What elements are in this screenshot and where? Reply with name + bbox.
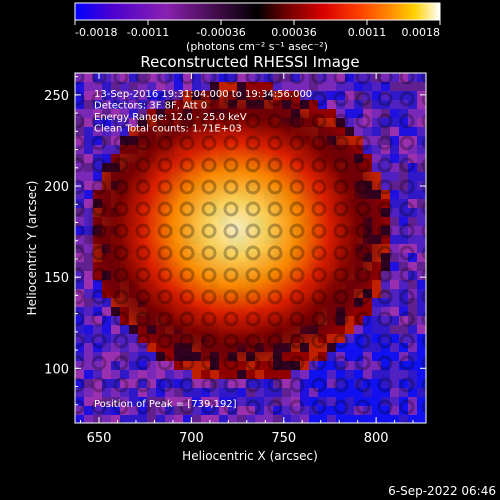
y-tick-label: 100 [44,362,69,377]
x-tick-label: 650 [87,431,112,446]
x-tick-label: 700 [179,431,204,446]
annotation-line: Energy Range: 12.0 - 25.0 keV [94,112,247,123]
x-axis: 650 700 750 800 [80,73,414,446]
colorbar-tick-label: 0.0011 [348,26,387,39]
colorbar-tick-label: -0.0011 [127,26,169,39]
colorbar-unit-label: (photons cm⁻² s⁻¹ asec⁻²) [186,40,328,53]
heatmap-image [75,73,426,423]
x-axis-label: Heliocentric X (arcsec) [182,449,318,463]
heatmap-ring-texture [75,73,426,423]
colorbar-ticks: -0.0018 -0.0011 -0.00036 0.00036 0.0011 0.001… [74,20,441,39]
annotation-block: 13-Sep-2016 19:31:04.000 to 19:34:56.000… [94,89,312,135]
colorbar-gradient [74,2,441,21]
peak-position-label: Position of Peak = [739,192] [94,399,237,410]
x-tick-label: 800 [364,431,389,446]
y-axis-label: Heliocentric Y (arcsec) [25,181,39,316]
annotation-line: Detectors: 3F 8F, Att 0 [94,101,207,112]
y-axis: 100 150 200 250 [44,76,426,406]
plot-frame [74,72,427,424]
colorbar-tick-label: -0.00036 [196,26,245,39]
footer-timestamp: 6-Sep-2022 06:46 [388,484,496,498]
x-tick-label: 750 [271,431,296,446]
colorbar-tick-label: 0.0018 [402,26,441,39]
annotation-line: Clean Total counts: 1.71E+03 [94,124,242,135]
y-tick-label: 250 [44,89,69,104]
y-tick-label: 150 [44,271,69,286]
y-tick-label: 200 [44,180,69,195]
chart-title: Reconstructed RHESSI Image [140,53,359,71]
colorbar-tick-label: 0.00036 [271,26,317,39]
colorbar: -0.0018 -0.0011 -0.00036 0.00036 0.0011 0.001… [74,2,441,53]
annotation-line: 13-Sep-2016 19:31:04.000 to 19:34:56.000 [94,89,312,100]
colorbar-tick-label: -0.0018 [75,26,117,39]
